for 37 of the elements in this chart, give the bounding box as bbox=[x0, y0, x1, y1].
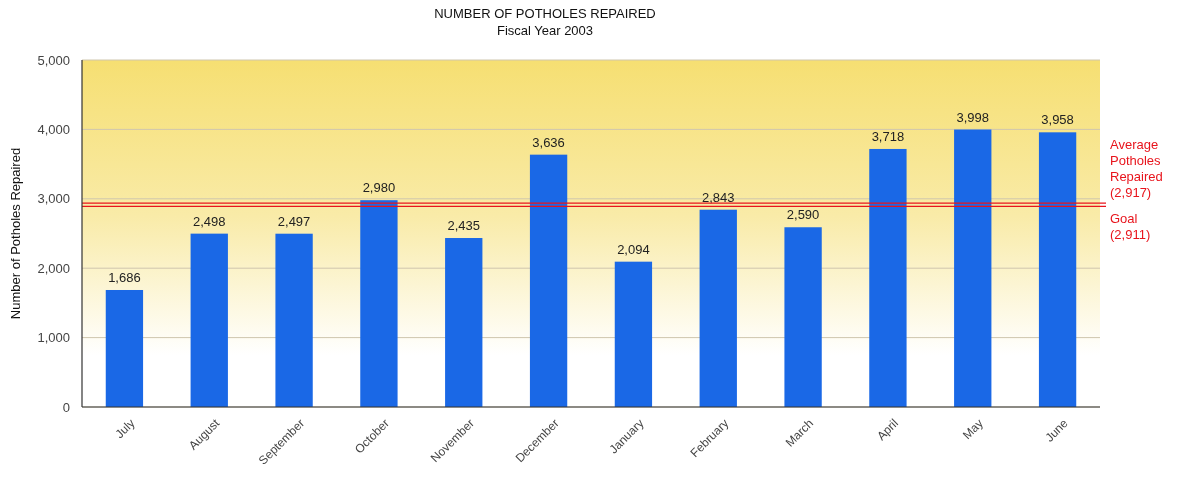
data-label: 2,843 bbox=[701, 189, 735, 205]
bar bbox=[954, 129, 992, 407]
data-label: 2,590 bbox=[786, 207, 820, 223]
y-axis-title: Number of Potholes Repaired bbox=[8, 147, 23, 320]
data-label: 3,636 bbox=[532, 134, 565, 150]
y-tick-label: 3,000 bbox=[37, 191, 70, 207]
chart-title: NUMBER OF POTHOLES REPAIRED bbox=[434, 6, 656, 21]
data-label: 3,958 bbox=[1041, 112, 1074, 128]
ref-line-label: Goal (2,911) bbox=[1110, 211, 1151, 243]
y-tick-label: 5,000 bbox=[37, 52, 70, 68]
bar bbox=[105, 289, 144, 407]
ref-line-label: Average Potholes Repaired (2,917) bbox=[1110, 137, 1163, 201]
x-tick-label: July bbox=[112, 416, 138, 442]
bar bbox=[699, 209, 737, 407]
y-tick-label: 0 bbox=[62, 399, 70, 415]
bar bbox=[445, 238, 483, 407]
data-label: 2,435 bbox=[447, 218, 481, 234]
bar bbox=[529, 154, 568, 407]
data-label: 2,980 bbox=[362, 180, 396, 196]
bar bbox=[614, 261, 653, 407]
bar bbox=[869, 148, 907, 407]
data-label: 3,718 bbox=[871, 128, 905, 144]
bar bbox=[1038, 132, 1077, 407]
chart-subtitle: Fiscal Year 2003 bbox=[496, 23, 594, 38]
bar bbox=[784, 227, 822, 407]
x-tick-label: May bbox=[959, 416, 986, 443]
y-tick-label: 4,000 bbox=[37, 121, 70, 137]
bar bbox=[360, 200, 398, 407]
data-label: 2,094 bbox=[617, 241, 650, 257]
data-label: 1,686 bbox=[108, 269, 141, 285]
y-tick-label: 2,000 bbox=[37, 260, 70, 276]
y-tick-label: 1,000 bbox=[37, 330, 70, 346]
data-label: 3,998 bbox=[956, 109, 990, 125]
bar bbox=[275, 233, 313, 407]
data-label: 2,498 bbox=[192, 213, 226, 229]
data-label: 2,497 bbox=[277, 213, 311, 229]
bar bbox=[190, 233, 228, 407]
